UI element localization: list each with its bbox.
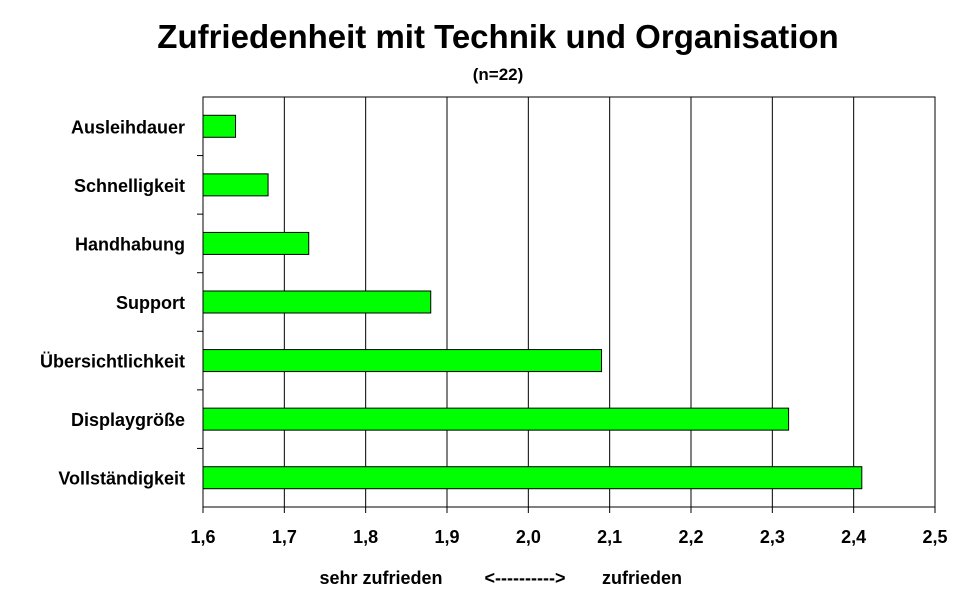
bar	[202, 173, 269, 197]
x-axis-label-middle: <---------->	[485, 568, 566, 588]
x-tick-label: 1,6	[190, 527, 215, 547]
category-label: Displaygröße	[71, 410, 185, 430]
category-label: Vollständigkeit	[58, 469, 185, 489]
x-tick-label: 2,1	[597, 527, 622, 547]
x-tick-label: 2,5	[922, 527, 947, 547]
bar	[202, 231, 310, 255]
x-tick-label: 1,7	[272, 527, 297, 547]
bar	[202, 114, 237, 138]
chart-subtitle: (n=22)	[473, 65, 524, 84]
category-label: Ausleihdauer	[71, 117, 185, 137]
bar	[202, 407, 790, 431]
category-label: Schnelligkeit	[74, 176, 185, 196]
x-tick-label: 2,2	[678, 527, 703, 547]
x-axis-label-left: sehr zufrieden	[319, 568, 442, 588]
x-tick-label: 1,8	[353, 527, 378, 547]
x-tick-label: 2,3	[760, 527, 785, 547]
x-tick-label: 2,0	[516, 527, 541, 547]
gridlines	[283, 97, 855, 507]
category-labels: Ausleihdauer Schnelligkeit Handhabung Suppo…	[40, 117, 203, 489]
category-label: Übersichtlichkeit	[40, 352, 185, 372]
category-label: Support	[116, 293, 185, 313]
x-axis-label-right: zufrieden	[602, 568, 682, 588]
bars	[202, 114, 863, 490]
x-tick-labels: 1,6 1,7 1,8 1,9 2,0 2,1 2,2 2,3 2,4 2,5	[190, 507, 948, 547]
bar	[202, 290, 432, 314]
x-tick-label: 2,4	[841, 527, 866, 547]
bar	[202, 466, 863, 490]
chart-title: Zufriedenheit mit Technik und Organisati…	[157, 18, 838, 55]
category-label: Handhabung	[75, 234, 185, 254]
bar	[202, 349, 603, 373]
x-tick-label: 1,9	[434, 527, 459, 547]
